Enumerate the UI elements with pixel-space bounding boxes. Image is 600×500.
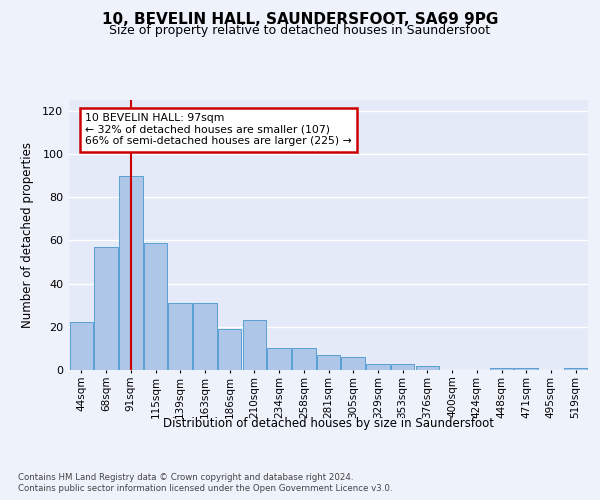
Bar (218, 329, 241, 370)
Text: Contains HM Land Registry data © Crown copyright and database right 2024.: Contains HM Land Registry data © Crown c… (18, 472, 353, 482)
Bar (70, 322, 93, 370)
Text: 10 BEVELIN HALL: 97sqm
← 32% of detached houses are smaller (107)
66% of semi-de: 10 BEVELIN HALL: 97sqm ← 32% of detached… (85, 113, 352, 146)
Bar (391, 364, 415, 370)
Text: Size of property relative to detached houses in Saundersfoot: Size of property relative to detached ho… (109, 24, 491, 37)
Y-axis label: Number of detached properties: Number of detached properties (21, 142, 34, 328)
Bar (564, 368, 587, 370)
Bar (193, 303, 217, 370)
Bar (514, 368, 538, 370)
Text: Contains public sector information licensed under the Open Government Licence v3: Contains public sector information licen… (18, 484, 392, 493)
Bar (144, 242, 167, 370)
Bar (341, 357, 365, 370)
Text: 10, BEVELIN HALL, SAUNDERSFOOT, SA69 9PG: 10, BEVELIN HALL, SAUNDERSFOOT, SA69 9PG (102, 12, 498, 28)
Bar (119, 176, 143, 370)
Bar (94, 247, 118, 370)
Bar (490, 368, 513, 370)
Bar (292, 348, 316, 370)
Bar (366, 364, 389, 370)
Bar (242, 320, 266, 370)
Bar (317, 355, 340, 370)
Bar (169, 303, 192, 370)
Text: Distribution of detached houses by size in Saundersfoot: Distribution of detached houses by size … (163, 418, 494, 430)
Bar (268, 348, 291, 370)
Bar (416, 366, 439, 370)
